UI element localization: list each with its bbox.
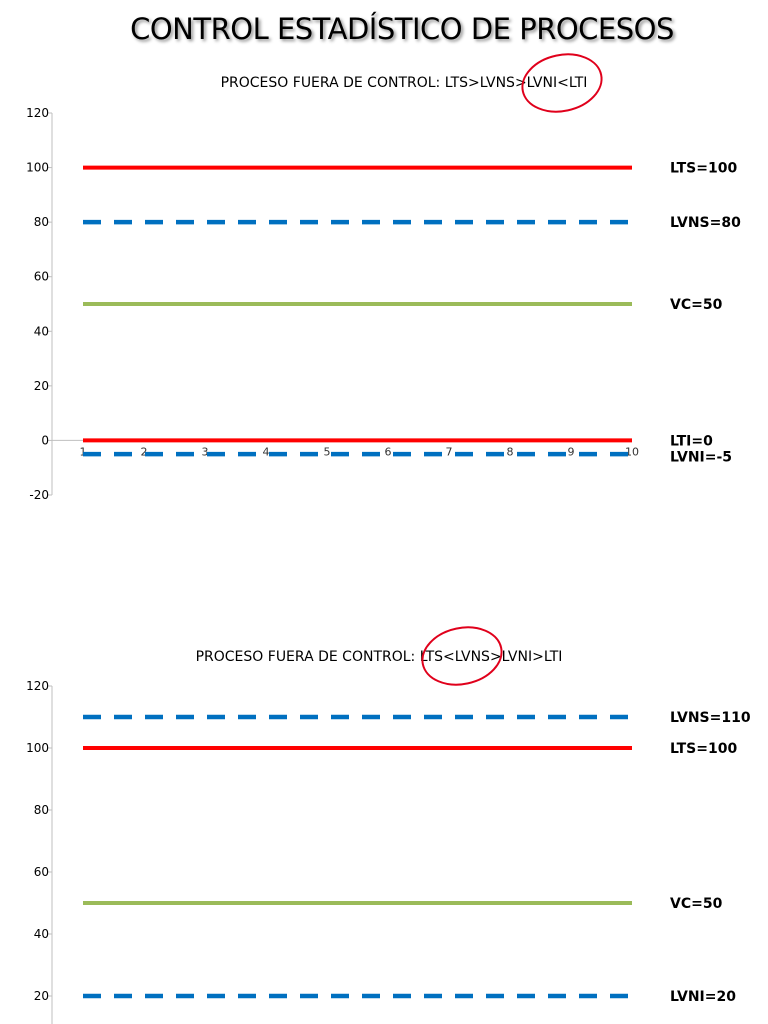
chart-1-series-label: LTI=0 xyxy=(670,433,713,449)
chart-1-x-tick-label: 3 xyxy=(202,445,209,458)
chart-1-title: PROCESO FUERA DE CONTROL: LTS>LVNS>LVNI<… xyxy=(221,75,588,91)
chart-1-y-tick-label: 80 xyxy=(34,215,49,229)
chart-1-x-tick-label: 7 xyxy=(446,445,453,458)
chart-1-x-tick-label: 8 xyxy=(507,445,514,458)
chart-2-y-tick-label: 20 xyxy=(34,989,49,1003)
chart-2-y-tick-label: 60 xyxy=(34,865,49,879)
chart-1-y-tick-label: -20 xyxy=(29,488,49,502)
chart-2-axes: 20 40 60 80 100 120 xyxy=(26,679,53,1024)
chart-1-x-tick-label: 10 xyxy=(625,445,639,458)
chart-1-x-tick-label: 6 xyxy=(385,445,392,458)
chart-1-y-tick-label: 60 xyxy=(34,270,49,284)
chart-2-series-label: LTS=100 xyxy=(670,741,737,757)
chart-1-y-tick-label: 120 xyxy=(26,106,49,120)
chart-1-x-tick-label: 5 xyxy=(324,445,331,458)
chart-1-series-label: VC=50 xyxy=(670,297,723,313)
chart-1-y-tick-label: 0 xyxy=(41,433,49,447)
chart-1-x-tick-label: 2 xyxy=(141,445,148,458)
chart-2-y-tick-label: 120 xyxy=(26,679,49,693)
chart-1-y-tick-label: 20 xyxy=(34,379,49,393)
chart-1-y-tick-label: 100 xyxy=(26,161,49,175)
chart-1-series-label: LTS=100 xyxy=(670,161,737,177)
chart-2-y-tick-label: 80 xyxy=(34,803,49,817)
chart-2-y-tick-label: 40 xyxy=(34,927,49,941)
chart-2-y-tick-label: 100 xyxy=(26,741,49,755)
chart-1-y-tick-label: 40 xyxy=(34,324,49,338)
chart-2-series-label: VC=50 xyxy=(670,896,723,912)
chart-1-x-tick-label: 9 xyxy=(568,445,575,458)
page-title: CONTROL ESTADÍSTICO DE PROCESOS xyxy=(130,12,674,46)
chart-2-series-label: LVNI=20 xyxy=(670,989,736,1005)
chart-2-series-label: LVNS=110 xyxy=(670,710,751,726)
chart-1-series-label: LVNI=-5 xyxy=(670,449,732,465)
chart-1-x-tick-label: 4 xyxy=(263,445,270,458)
chart-2-title: PROCESO FUERA DE CONTROL: LTS<LVNS>LVNI>… xyxy=(196,649,563,665)
chart-2-annotation-circle xyxy=(421,626,503,686)
chart-1-annotation-circle xyxy=(521,53,603,113)
chart-2-series: LVNS=110 LTS=100 VC=50 LVNI=20 xyxy=(83,710,751,1005)
chart-1-series-label: LVNS=80 xyxy=(670,215,741,231)
